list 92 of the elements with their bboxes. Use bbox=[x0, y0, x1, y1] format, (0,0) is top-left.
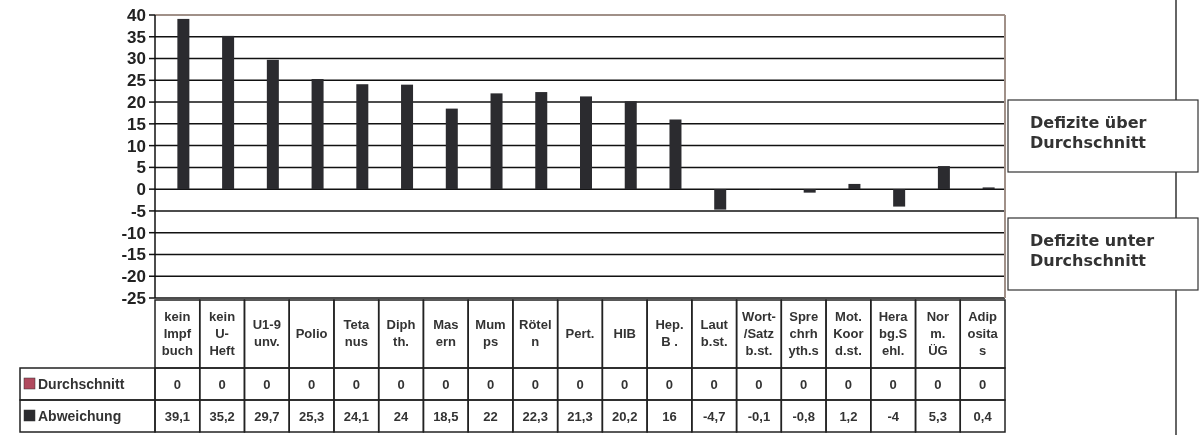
bar bbox=[356, 84, 369, 190]
data-label: 0 bbox=[218, 376, 226, 392]
data-label: 0 bbox=[621, 376, 629, 392]
x-tick-label: Adip osita s bbox=[967, 308, 999, 358]
data-label: 0 bbox=[934, 376, 942, 392]
y-tick-label: 10 bbox=[127, 136, 146, 156]
data-label: 1,2 bbox=[839, 408, 858, 424]
data-label: -0,8 bbox=[792, 408, 815, 424]
data-label: 0 bbox=[173, 376, 181, 392]
x-tick-label: Teta nus bbox=[343, 317, 370, 350]
data-label: 0 bbox=[442, 376, 450, 392]
data-label: 25,3 bbox=[298, 408, 325, 424]
x-tick-label: Nor m. ÜG bbox=[926, 308, 950, 358]
bar bbox=[580, 96, 592, 190]
bar bbox=[266, 59, 279, 190]
bar bbox=[848, 183, 861, 190]
data-label: 22 bbox=[483, 408, 498, 424]
x-tick-label: HIB bbox=[613, 325, 636, 341]
y-tick-label: 25 bbox=[127, 71, 146, 91]
bar bbox=[893, 189, 906, 207]
data-label: 0 bbox=[710, 376, 718, 392]
x-tick-label: kein U- Heft bbox=[209, 308, 236, 358]
bar bbox=[445, 108, 458, 190]
bar bbox=[803, 189, 816, 193]
x-tick-label: Hep. B . bbox=[655, 317, 684, 350]
data-label: -0,1 bbox=[747, 408, 771, 424]
data-label: 21,3 bbox=[567, 408, 593, 424]
data-label: -4,7 bbox=[703, 408, 726, 424]
bar bbox=[535, 92, 548, 190]
x-tick-label: Mot. Koor d.st. bbox=[833, 308, 864, 358]
bar bbox=[401, 84, 414, 190]
data-label: 22,3 bbox=[522, 408, 548, 424]
x-tick-label: kein Impf buch bbox=[161, 308, 193, 358]
bar bbox=[937, 166, 950, 190]
bar bbox=[177, 18, 190, 190]
y-tick-label: -10 bbox=[121, 223, 146, 243]
y-tick-label: 40 bbox=[127, 5, 146, 25]
data-label: 24 bbox=[393, 408, 410, 424]
y-tick-label: 15 bbox=[127, 114, 146, 134]
bar bbox=[669, 119, 682, 190]
data-label: 0 bbox=[979, 376, 987, 392]
y-tick-label: 0 bbox=[136, 180, 146, 200]
x-tick-label: Wort- /Satz b.st. bbox=[742, 308, 776, 358]
y-tick-label: 5 bbox=[136, 158, 146, 178]
bar bbox=[624, 101, 637, 190]
data-label: 24,1 bbox=[343, 408, 369, 424]
data-label: 0 bbox=[844, 376, 853, 392]
data-label: 0 bbox=[576, 376, 584, 392]
y-tick-label: 30 bbox=[127, 49, 146, 69]
x-tick-label: Mas ern bbox=[433, 317, 459, 350]
data-label: 0 bbox=[307, 376, 316, 392]
data-label: 39,1 bbox=[164, 408, 191, 424]
data-label: 18,5 bbox=[433, 408, 459, 424]
x-tick-label: Polio bbox=[295, 325, 328, 341]
data-label: 0 bbox=[352, 376, 360, 392]
legend-label: Durchschnitt bbox=[38, 375, 125, 392]
x-tick-label: Pert. bbox=[565, 325, 595, 341]
y-tick-label: 35 bbox=[127, 27, 146, 47]
y-tick-label: -5 bbox=[130, 201, 146, 221]
y-tick-label: -20 bbox=[121, 267, 146, 287]
data-label: 29,7 bbox=[254, 408, 280, 424]
x-tick-label: Rötel n bbox=[519, 317, 552, 350]
x-tick-label: Diph th. bbox=[386, 317, 416, 350]
text: Defizite unter Durchschnitt bbox=[1030, 231, 1155, 270]
x-tick-label: Hera bg.S ehl. bbox=[878, 308, 909, 358]
text: Defizite über Durchschnitt bbox=[1030, 113, 1147, 152]
data-label: 16 bbox=[662, 408, 677, 424]
legend-label: Abweichung bbox=[38, 407, 122, 424]
data-label: 0 bbox=[486, 376, 495, 392]
data-label: 5,3 bbox=[928, 408, 947, 424]
y-tick-label: -15 bbox=[121, 245, 146, 265]
data-label: -4 bbox=[887, 408, 900, 424]
data-label: 0 bbox=[665, 376, 674, 392]
data-label: 0 bbox=[755, 376, 763, 392]
x-tick-label: Spre chrh yth.s bbox=[788, 308, 819, 358]
bar bbox=[311, 79, 324, 190]
bar bbox=[714, 189, 727, 210]
x-tick-label: Mum ps bbox=[475, 317, 506, 350]
data-label: 0,4 bbox=[973, 408, 993, 424]
data-label: 0 bbox=[800, 376, 808, 392]
y-tick-label: 20 bbox=[127, 93, 146, 113]
data-label: 0 bbox=[889, 376, 897, 392]
data-label: 0 bbox=[531, 376, 539, 392]
data-label: 0 bbox=[263, 376, 271, 392]
bar bbox=[222, 35, 235, 190]
bar bbox=[490, 93, 503, 190]
data-label: 20,2 bbox=[612, 408, 638, 424]
x-tick-label: Laut b.st. bbox=[700, 317, 729, 350]
y-tick-label: -25 bbox=[121, 288, 146, 308]
data-label: 0 bbox=[397, 376, 405, 392]
x-tick-label: U1-9 unv. bbox=[252, 317, 281, 350]
data-label: 35,2 bbox=[209, 408, 235, 424]
